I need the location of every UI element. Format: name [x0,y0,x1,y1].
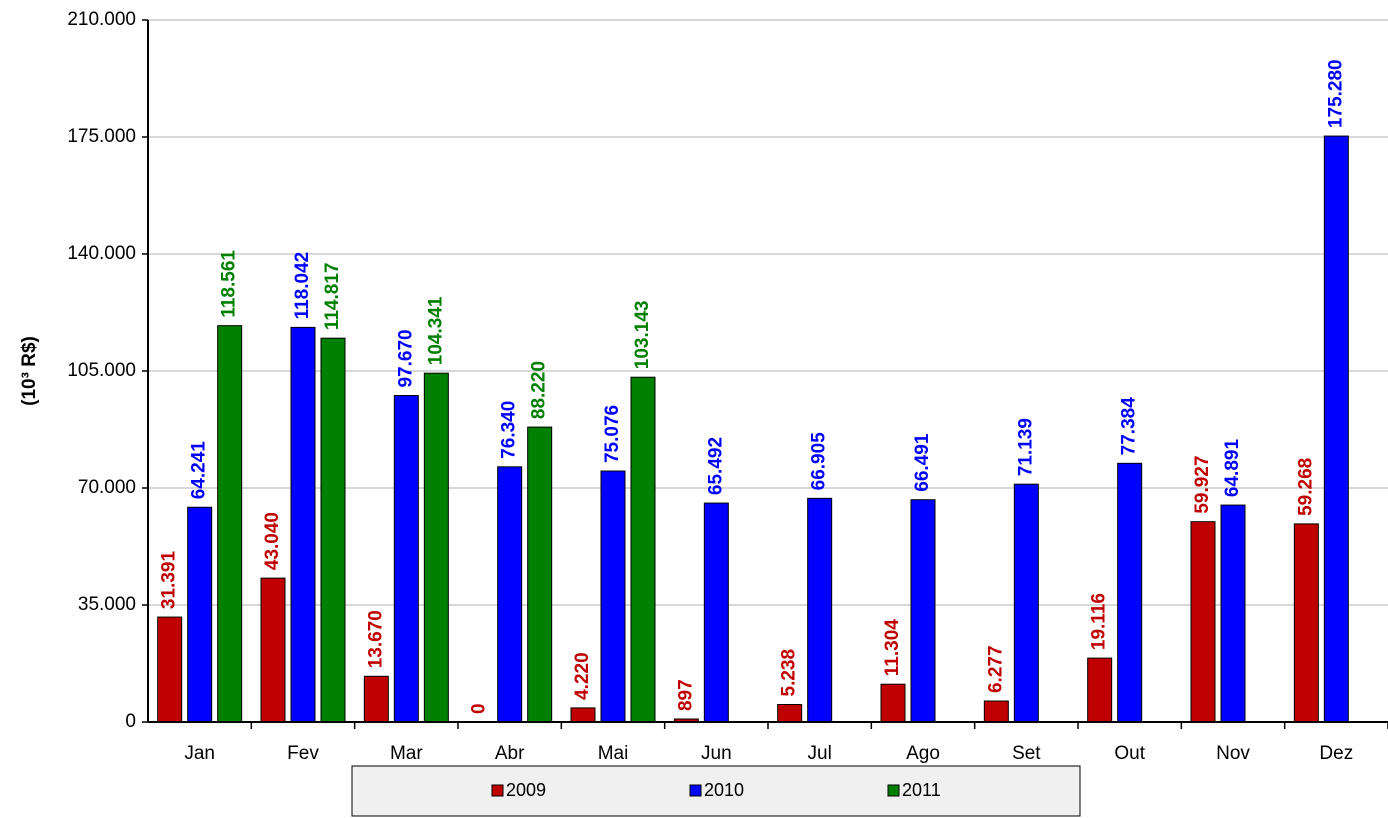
legend-swatch [887,784,900,797]
value-label: 76.340 [499,401,520,459]
y-axis-label: (10³ R$) [19,336,40,406]
legend-swatch [491,784,504,797]
value-label: 75.076 [602,405,623,463]
value-label: 0 [469,703,490,714]
bar [290,326,316,723]
bar [983,700,1009,723]
x-tick-label: Set [1012,743,1041,764]
bar [600,470,626,723]
value-label: 118.042 [292,252,313,320]
x-tick-label: Ago [906,743,940,764]
y-tick-label: 35.000 [78,594,136,615]
bar [1323,135,1349,723]
value-label: 118.561 [219,250,240,318]
bar [157,616,183,723]
y-tick-label: 0 [125,711,136,732]
bar [1293,523,1319,723]
x-tick-label: Jun [701,743,732,764]
bar [187,506,213,723]
value-label: 59.927 [1192,456,1213,514]
y-tick-label: 175.000 [67,126,136,147]
value-label: 65.492 [705,437,726,495]
value-label: 88.220 [529,361,550,419]
x-tick-label: Jul [808,743,832,764]
value-label: 64.891 [1222,439,1243,498]
value-label: 5.238 [779,649,800,697]
bar [423,372,449,723]
value-label: 897 [675,679,696,711]
bar [393,395,419,723]
value-label: 77.384 [1119,397,1140,456]
x-tick-label: Out [1114,743,1145,764]
bar [910,499,936,723]
x-tick-label: Dez [1319,743,1353,764]
bar [777,703,803,723]
bar [1220,504,1246,723]
bar [1013,483,1039,723]
value-label: 64.241 [189,441,210,500]
bar [703,502,729,723]
bar [807,497,833,723]
value-label: 6.277 [985,645,1006,693]
legend-label: 2010 [704,780,744,800]
value-label: 13.670 [365,610,386,668]
value-label: 11.304 [882,619,903,676]
x-tick-label: Abr [495,743,525,764]
legend-label: 2009 [506,780,546,800]
x-tick-label: Nov [1216,743,1250,764]
bar [363,675,389,723]
value-label: 66.491 [912,433,933,492]
value-label: 43.040 [262,512,283,570]
x-tick-label: Mar [390,743,423,764]
value-label: 66.905 [809,432,830,491]
legend-label: 2011 [902,780,941,800]
bar [527,426,553,723]
value-label: 31.391 [159,551,180,610]
bar [497,466,523,723]
bar [1087,657,1113,723]
legend-box [351,765,1081,817]
bar [570,707,596,723]
value-label: 4.220 [572,652,593,700]
value-label: 97.670 [395,329,416,387]
value-label: 114.817 [322,263,343,331]
bar [320,337,346,723]
bar [880,683,906,723]
legend-swatch [689,784,702,797]
bar [1190,521,1216,723]
bar [217,325,243,723]
bar [260,577,286,723]
value-label: 19.116 [1089,593,1110,650]
value-label: 104.341 [425,296,446,365]
y-tick-label: 140.000 [67,243,136,264]
x-tick-label: Mai [598,743,629,764]
value-label: 103.143 [632,301,653,370]
bar [630,376,656,723]
bar [1117,462,1143,723]
y-tick-label: 210.000 [67,9,136,30]
x-tick-label: Fev [287,743,319,764]
value-label: 71.139 [1015,418,1036,476]
value-label: 59.268 [1295,458,1316,516]
x-tick-label: Jan [184,743,215,764]
y-tick-label: 105.000 [67,360,136,381]
y-tick-label: 70.000 [78,477,136,498]
value-label: 175.280 [1325,59,1346,128]
